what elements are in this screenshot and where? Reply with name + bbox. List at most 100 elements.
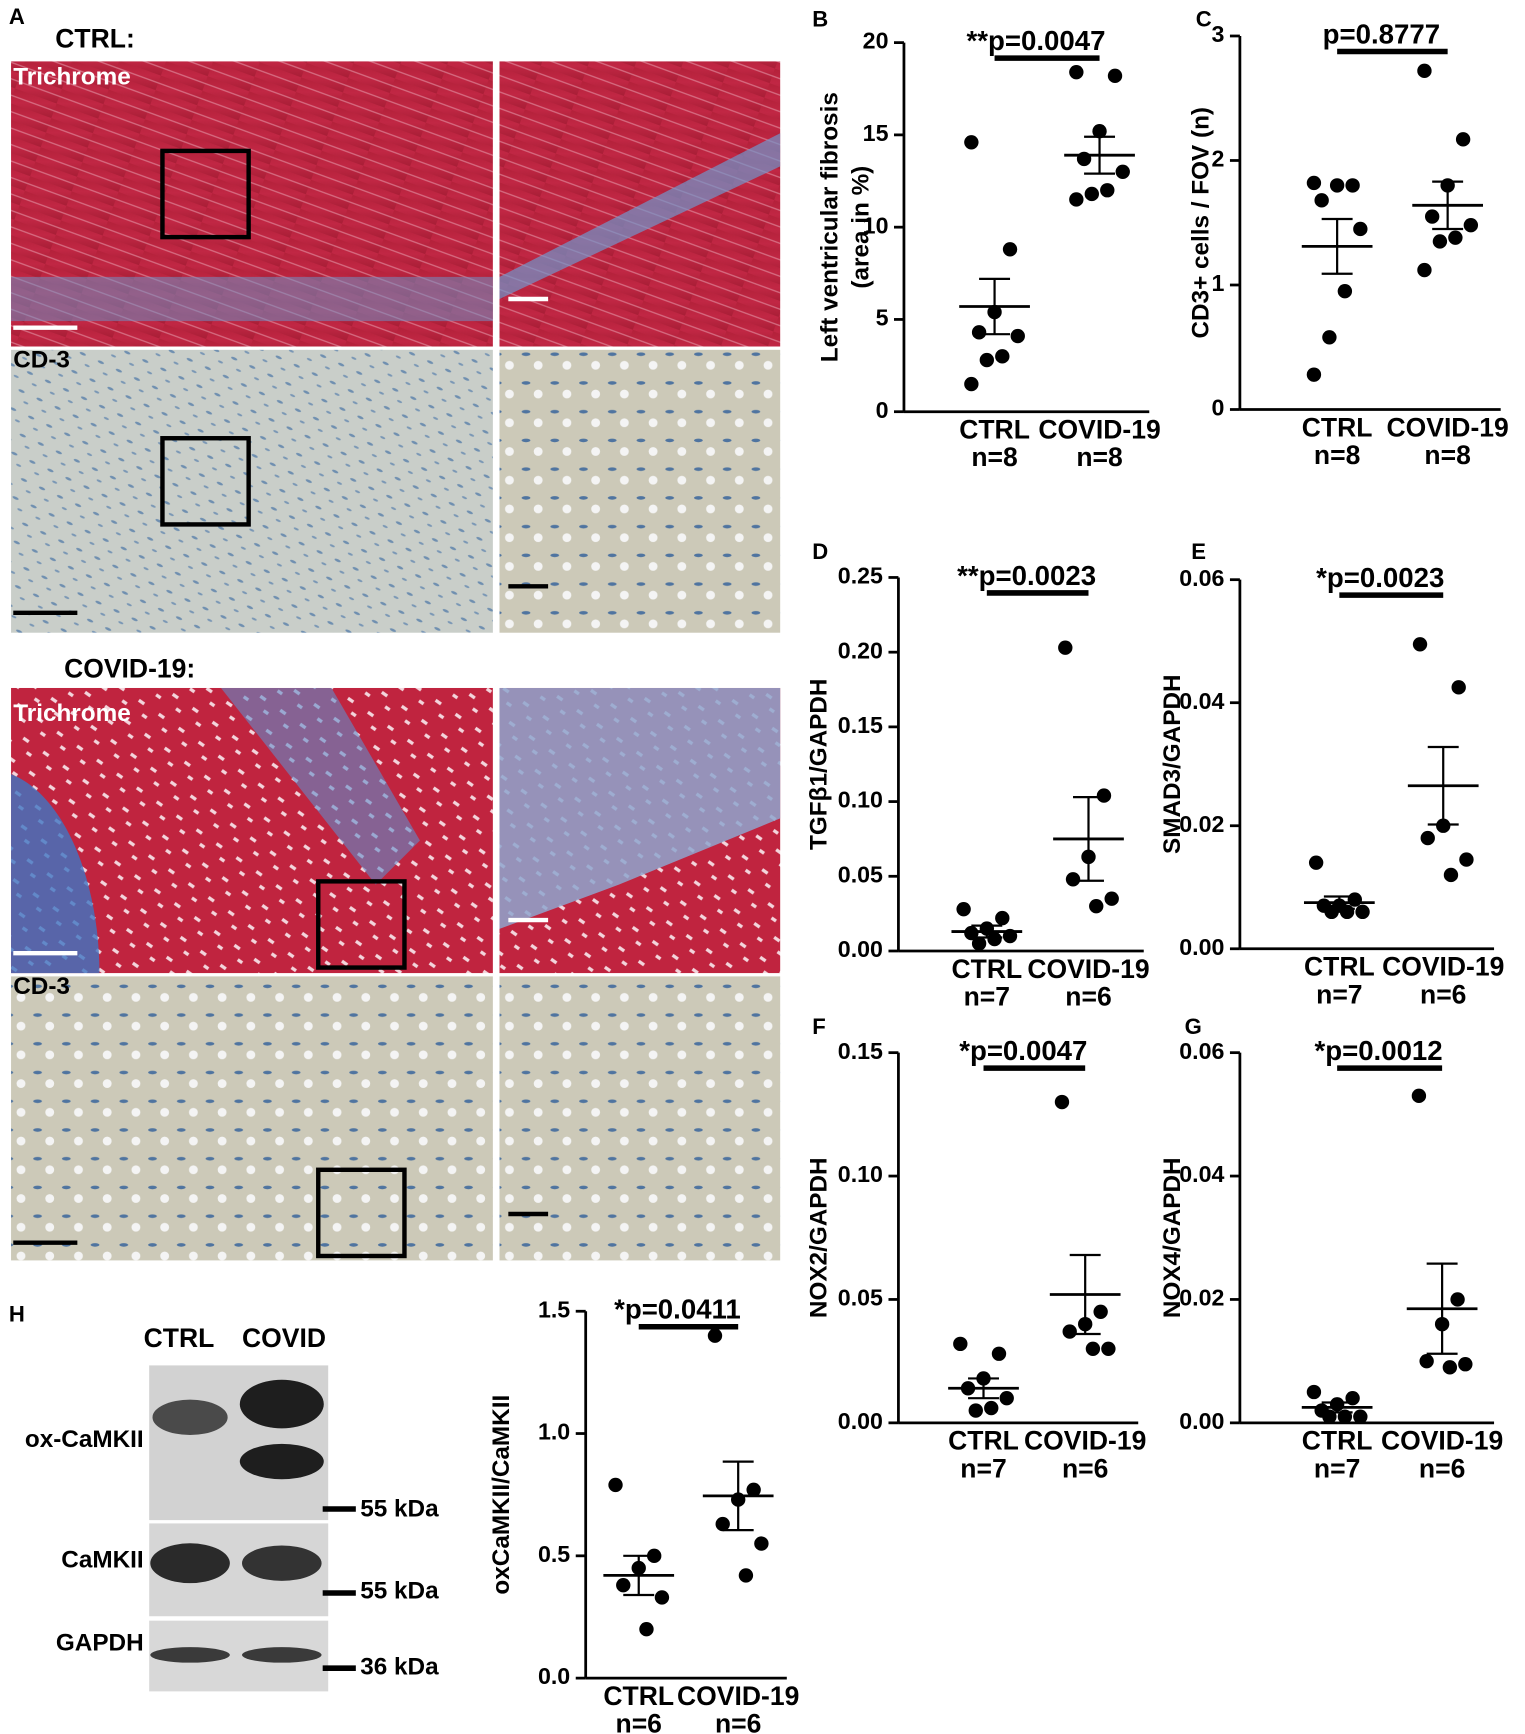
histology-image — [499, 349, 781, 633]
histology-detail — [11, 276, 493, 322]
data-point — [1353, 1409, 1368, 1424]
blot-band — [152, 1399, 228, 1436]
data-point — [1089, 898, 1104, 914]
data-point — [1463, 218, 1479, 233]
y-tick-label: 1.5 — [538, 1296, 570, 1322]
data-point — [715, 1516, 730, 1532]
data-point — [971, 936, 987, 951]
histology-detail — [221, 687, 420, 885]
data-point — [1306, 367, 1322, 382]
data-point — [1419, 1353, 1434, 1369]
histology-image — [499, 976, 781, 1261]
data-point — [999, 1390, 1014, 1406]
marker-label: 36 kDa — [360, 1654, 439, 1681]
panel-label: D — [812, 539, 828, 564]
y-tick-label: 1.0 — [538, 1419, 570, 1445]
y-tick-label: 0.04 — [1179, 1161, 1224, 1187]
data-point — [995, 349, 1010, 364]
data-point — [1065, 872, 1081, 887]
y-tick-label: 15 — [863, 120, 889, 146]
data-point — [956, 901, 971, 917]
y-axis-label: NOX4/GAPDH — [1159, 1157, 1186, 1318]
histology-detail — [499, 133, 781, 299]
histology-image — [11, 349, 493, 633]
x-tick-label: CTRL — [1302, 1426, 1373, 1456]
blot-band — [239, 1379, 324, 1429]
data-point — [987, 931, 1002, 947]
y-tick-label: 0.04 — [1179, 688, 1224, 714]
x-tick-label: CTRL — [1304, 952, 1375, 982]
blot-band — [239, 1443, 324, 1480]
y-tick-label: 0.00 — [838, 936, 883, 962]
stain-label: CD-3 — [13, 973, 70, 1000]
panel-label: G — [1185, 1014, 1202, 1039]
blot-row-label: CaMKII — [61, 1546, 143, 1573]
blot-band — [150, 1543, 230, 1584]
data-point — [1459, 852, 1474, 867]
group-heading: COVID-19: — [64, 653, 195, 683]
y-tick-label: 0.06 — [1179, 565, 1224, 591]
data-point — [1101, 1341, 1116, 1356]
data-point — [639, 1622, 654, 1637]
n-label: n=7 — [1314, 1453, 1360, 1483]
data-point — [1329, 178, 1345, 193]
lane-label: CTRL — [144, 1323, 215, 1353]
n-label: n=7 — [964, 982, 1010, 1012]
data-point — [754, 1536, 769, 1551]
x-tick-label: COVID-19 — [1027, 954, 1149, 984]
data-point — [984, 1400, 999, 1416]
p-value: *p=0.0411 — [614, 1294, 741, 1325]
panel-label: B — [812, 6, 828, 31]
n-label: n=6 — [1062, 1453, 1108, 1483]
data-point — [1104, 891, 1119, 906]
y-tick-label: 0 — [876, 397, 889, 423]
zoom-box — [160, 148, 251, 240]
y-tick-label: 0 — [1212, 395, 1225, 421]
y-tick-label: 0.00 — [1179, 934, 1224, 960]
data-point — [1448, 230, 1463, 245]
x-tick-label: COVID-19 — [677, 1681, 799, 1711]
data-point — [1345, 178, 1360, 193]
y-axis-label: SMAD3/GAPDH — [1159, 674, 1186, 854]
data-point — [1100, 183, 1115, 198]
data-point — [608, 1477, 623, 1493]
n-label: n=7 — [960, 1453, 1006, 1483]
data-point — [1347, 892, 1363, 907]
y-tick-label: 0.00 — [1179, 1408, 1224, 1434]
y-tick-label: 20 — [863, 28, 889, 54]
x-tick-label: COVID-19 — [1386, 412, 1508, 442]
data-point — [1069, 192, 1084, 207]
data-point — [1436, 818, 1451, 833]
p-value: *p=0.0023 — [1316, 562, 1444, 593]
data-point — [1417, 63, 1432, 79]
y-axis-label: TGFβ1/GAPDH — [805, 679, 832, 850]
data-point — [1339, 904, 1355, 920]
data-point — [1450, 1292, 1465, 1307]
y-tick-label: 0.20 — [838, 637, 883, 663]
n-label: n=7 — [1316, 979, 1362, 1009]
p-value: *p=0.0047 — [959, 1035, 1087, 1066]
data-point — [1324, 904, 1339, 920]
y-tick-label: 2 — [1212, 146, 1225, 172]
zoom-box — [160, 436, 251, 527]
blot-row-label: ox-CaMKII — [25, 1426, 144, 1453]
data-point — [1420, 830, 1435, 846]
n-label: n=8 — [1424, 440, 1470, 470]
data-point — [1337, 284, 1353, 299]
y-tick-label: 0.02 — [1179, 1285, 1224, 1311]
data-point — [1443, 867, 1459, 883]
data-point — [1424, 209, 1440, 224]
y-tick-label: 0.25 — [838, 563, 883, 589]
y-tick-label: 0.15 — [838, 1038, 883, 1064]
blot-band — [150, 1647, 230, 1663]
data-point — [1458, 1357, 1473, 1372]
data-point — [1115, 164, 1130, 179]
data-point — [738, 1568, 754, 1583]
marker-label: 55 kDa — [360, 1577, 439, 1604]
y-tick-label: 0.0 — [538, 1663, 570, 1689]
data-point — [616, 1577, 631, 1593]
data-point — [654, 1590, 670, 1605]
y-axis-label: (area in %) — [847, 166, 874, 289]
stain-label: Trichrome — [13, 700, 130, 727]
y-tick-label: 0.05 — [838, 861, 883, 887]
